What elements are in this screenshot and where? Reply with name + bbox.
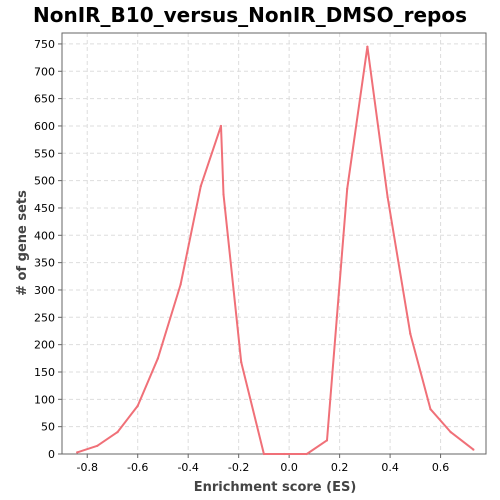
y-tick-label: 400: [34, 229, 55, 242]
y-tick-label: 750: [34, 38, 55, 51]
x-tick-label: 0.6: [432, 461, 450, 474]
data-point: [76, 451, 79, 454]
data-point: [116, 431, 119, 434]
data-point: [240, 361, 243, 364]
data-point: [409, 332, 412, 335]
data-point: [179, 283, 182, 286]
data-point: [366, 45, 369, 48]
x-tick-label: -0.6: [127, 461, 148, 474]
data-point: [222, 193, 225, 196]
data-point: [262, 452, 266, 456]
x-tick-label: 0.0: [280, 461, 298, 474]
y-axis-label: # of gene sets: [15, 190, 30, 296]
y-tick-label: 50: [41, 421, 55, 434]
data-point: [96, 444, 99, 447]
y-tick-label: 700: [34, 65, 55, 78]
data-point: [305, 452, 308, 456]
y-tick-label: 500: [34, 175, 55, 188]
series-layer: [76, 45, 475, 456]
data-point: [346, 187, 349, 190]
data-point: [156, 357, 160, 360]
data-point: [429, 408, 432, 411]
y-tick-label: 600: [34, 120, 55, 133]
data-point: [386, 195, 389, 199]
y-tick-label: 450: [34, 202, 55, 215]
y-tick-label: 300: [34, 284, 55, 297]
data-point: [282, 452, 286, 456]
data-point: [449, 431, 452, 434]
x-tick-label: 0.2: [331, 461, 349, 474]
x-tick-label: -0.8: [77, 461, 98, 474]
y-tick-label: 150: [34, 366, 55, 379]
data-point: [325, 439, 329, 442]
y-tick-label: 650: [34, 93, 55, 106]
y-tick-label: 200: [34, 339, 55, 352]
y-tick-label: 250: [34, 311, 55, 324]
y-tick-label: 100: [34, 393, 55, 406]
data-point: [219, 124, 223, 128]
x-axis-ticks: -0.8 -0.6 -0.4 -0.2 0.0 0.2 0.4 0.6: [77, 454, 450, 474]
y-tick-label: 350: [34, 257, 55, 270]
y-axis-ticks: 0 50 100 150 200 250 300 350 400 450 500 550 600 650 7…: [34, 38, 62, 461]
grid: [62, 33, 486, 455]
data-point: [136, 404, 139, 407]
data-point: [199, 184, 202, 188]
x-axis-label: Enrichment score (ES): [194, 480, 357, 495]
chart-title: NonIR_B10_versus_NonIR_DMSO_repos: [33, 3, 467, 27]
x-tick-label: 0.4: [381, 461, 399, 474]
x-tick-label: -0.2: [228, 461, 249, 474]
data-point: [472, 448, 475, 451]
y-tick-label: 0: [48, 448, 55, 461]
x-tick-label: -0.4: [177, 461, 198, 474]
y-tick-label: 550: [34, 147, 55, 160]
